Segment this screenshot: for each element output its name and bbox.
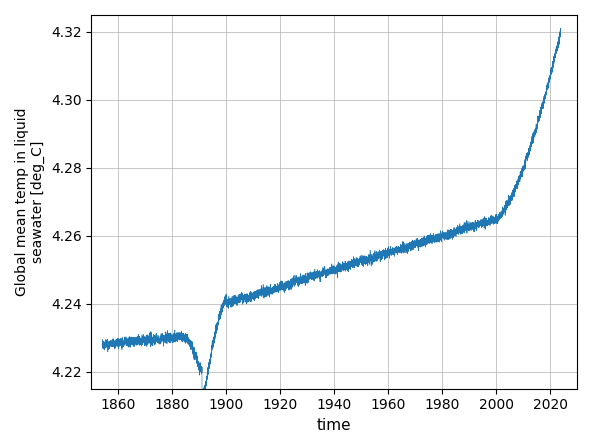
Y-axis label: Global mean temp in liquid
seawater [deg_C]: Global mean temp in liquid seawater [deg…: [15, 108, 46, 296]
X-axis label: time: time: [317, 418, 352, 433]
